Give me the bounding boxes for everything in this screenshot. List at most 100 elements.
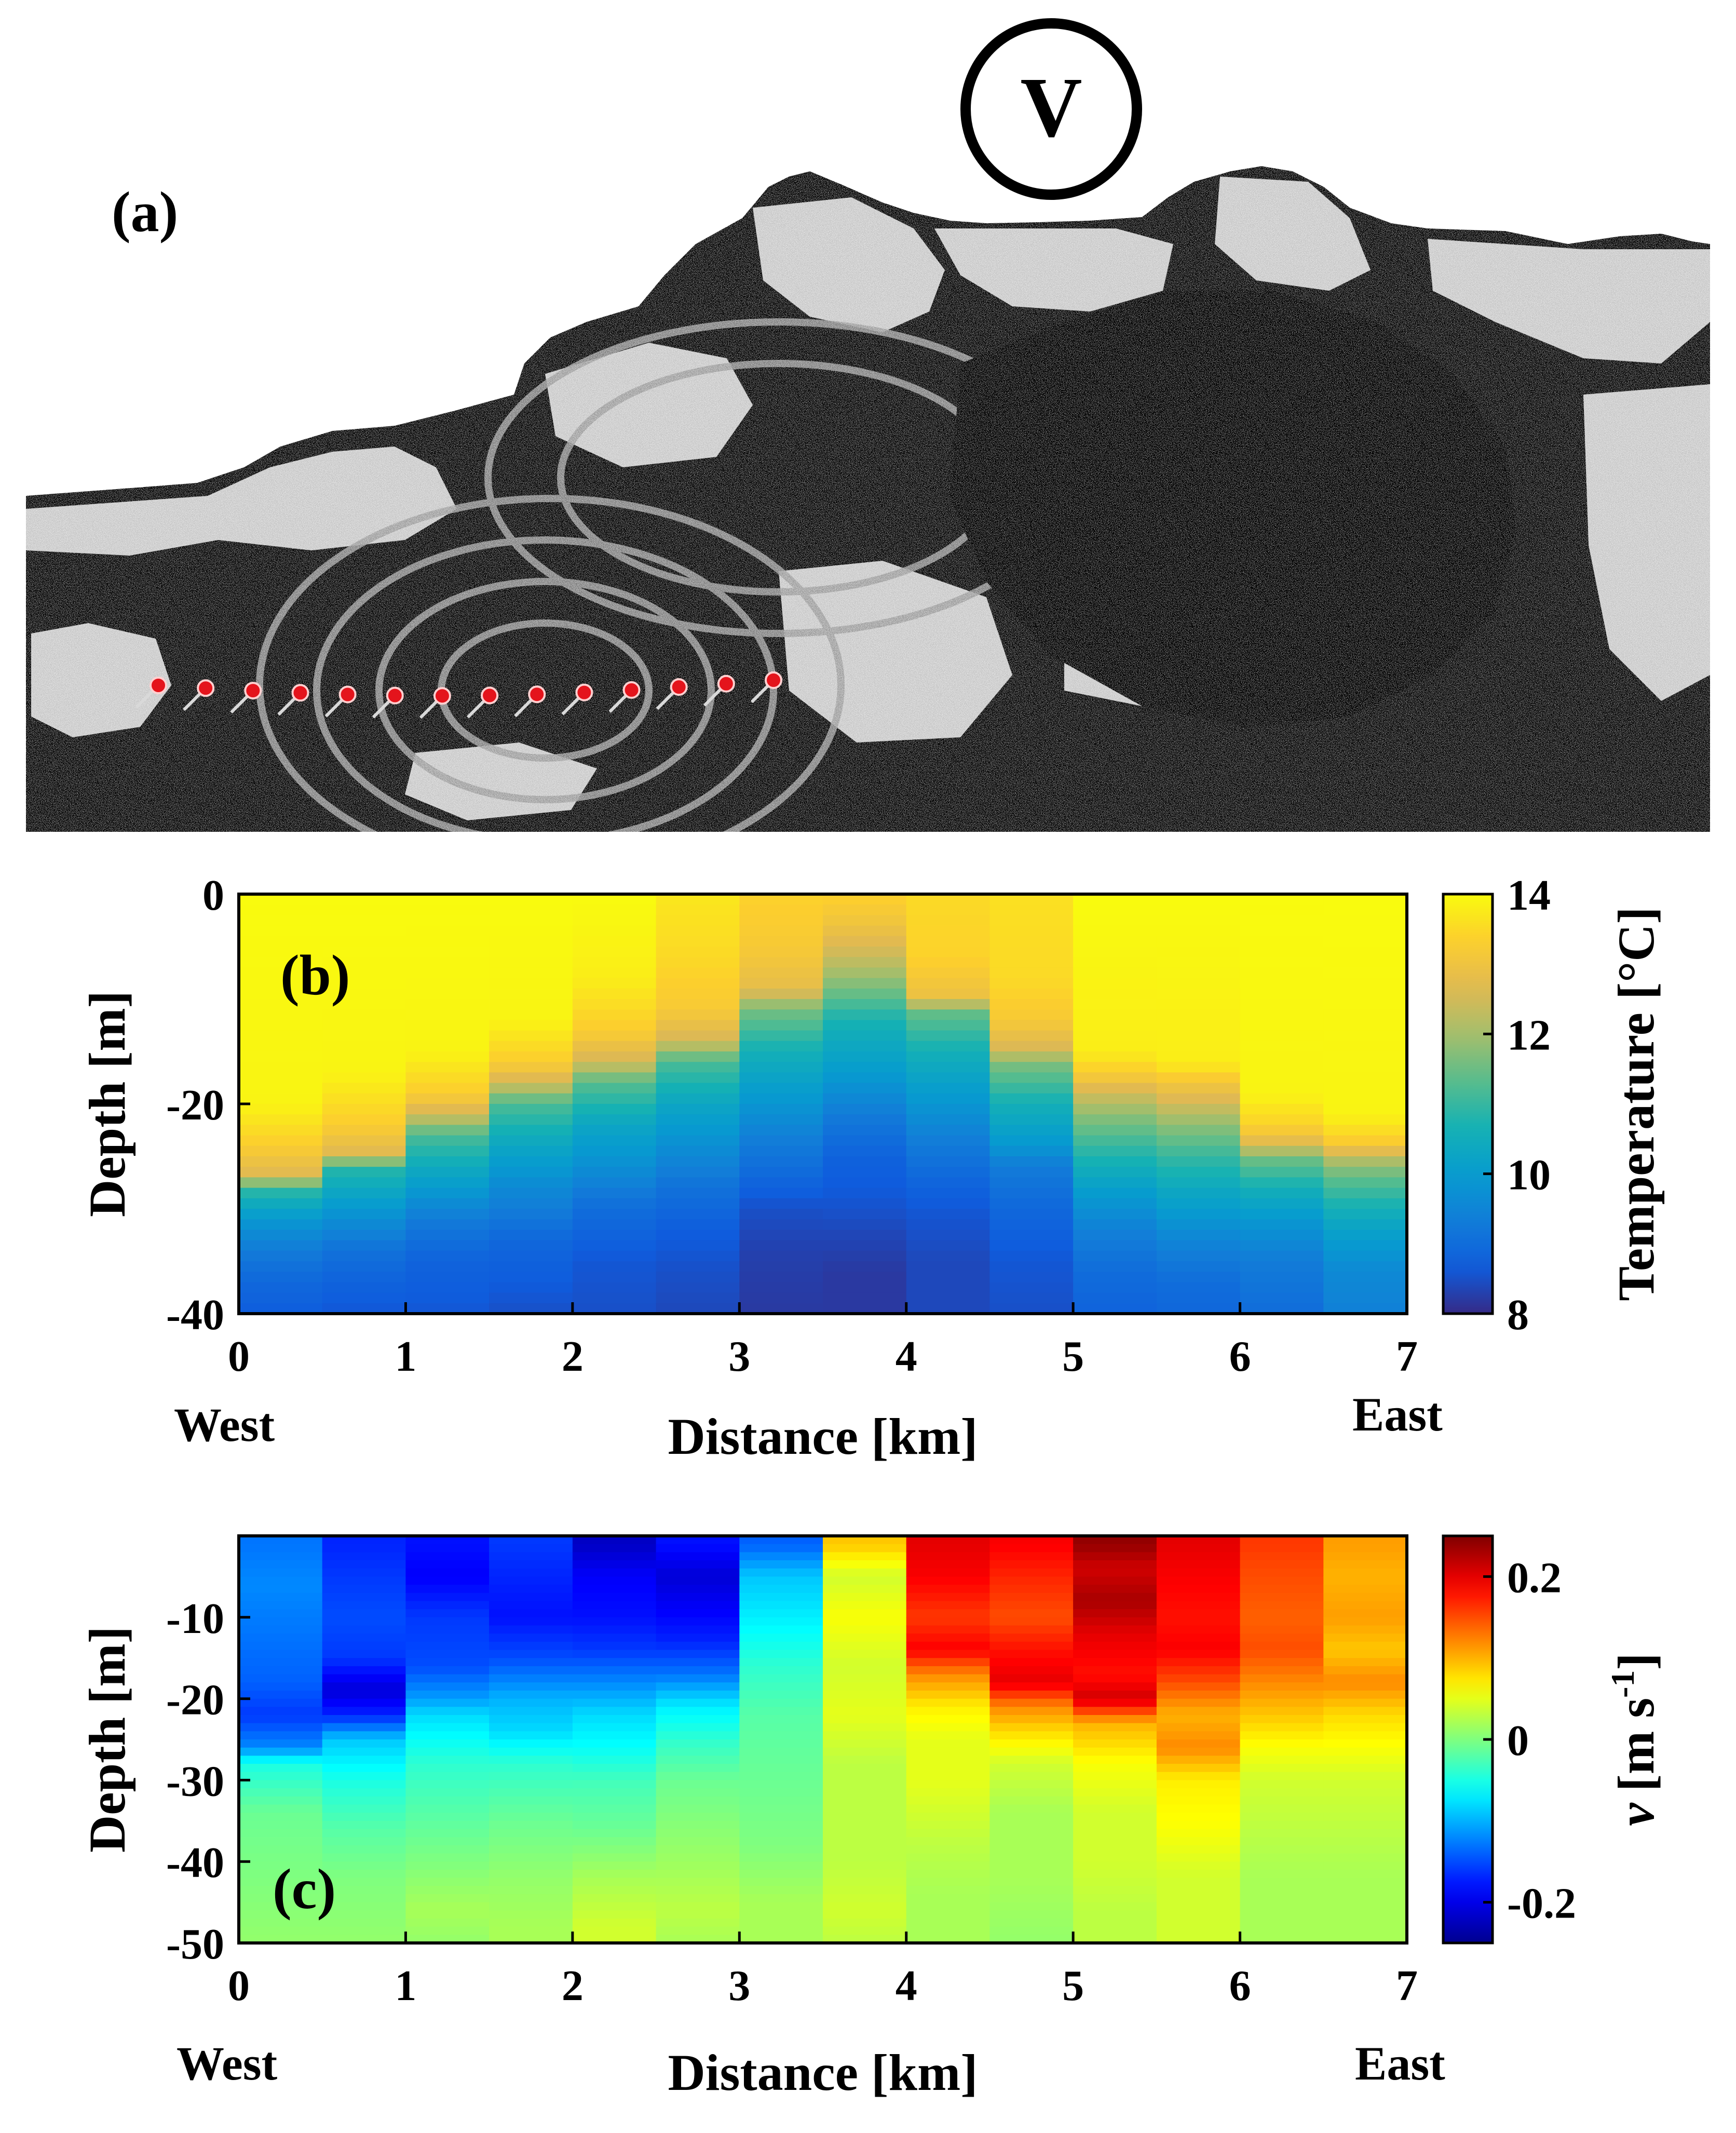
b-cell bbox=[989, 1030, 1074, 1042]
c-cell bbox=[405, 1820, 490, 1830]
v-marker-label: V bbox=[1020, 60, 1082, 155]
c-cell bbox=[322, 1845, 406, 1854]
c-cell bbox=[572, 1902, 657, 1911]
c-cell bbox=[739, 1764, 823, 1773]
sar-speckle bbox=[26, 156, 1710, 832]
b-cell bbox=[1240, 1030, 1324, 1042]
c-cell bbox=[906, 1861, 991, 1870]
b-cell bbox=[322, 1219, 406, 1231]
c-cell bbox=[1156, 1772, 1241, 1781]
b-cell bbox=[489, 936, 573, 947]
b-cell bbox=[572, 1272, 657, 1283]
c-cell bbox=[1323, 1585, 1407, 1594]
b-cell bbox=[489, 915, 573, 926]
c-cell bbox=[239, 1829, 323, 1838]
b-cell bbox=[489, 999, 573, 1010]
c-cell bbox=[656, 1625, 740, 1634]
c-cell bbox=[739, 1625, 823, 1634]
c-cell bbox=[906, 1804, 991, 1813]
c-cell bbox=[1323, 1935, 1407, 1943]
c-cell bbox=[239, 1813, 323, 1821]
b-cell bbox=[405, 1292, 490, 1304]
b-cell bbox=[656, 1030, 740, 1042]
b-cell bbox=[572, 988, 657, 1000]
c-cell bbox=[656, 1813, 740, 1821]
b-cell bbox=[739, 967, 823, 979]
b-cell bbox=[572, 1187, 657, 1199]
c-cell bbox=[322, 1674, 406, 1683]
b-cell bbox=[823, 1051, 907, 1062]
b-cell bbox=[739, 978, 823, 989]
c-cell bbox=[1156, 1674, 1241, 1683]
c-cell bbox=[489, 1731, 573, 1740]
b-cell bbox=[239, 936, 323, 947]
b-cell bbox=[489, 1303, 573, 1314]
b-cell bbox=[1240, 1240, 1324, 1251]
b-cell bbox=[405, 988, 490, 1000]
c-cell bbox=[572, 1837, 657, 1846]
b-cell bbox=[906, 1145, 991, 1157]
b-cell bbox=[322, 1020, 406, 1031]
b-cell bbox=[656, 1020, 740, 1031]
b-cell bbox=[739, 1125, 823, 1136]
b-cell bbox=[906, 905, 991, 916]
c-cell bbox=[1240, 1747, 1324, 1757]
b-cell bbox=[1156, 1051, 1241, 1062]
b-cell bbox=[322, 1303, 406, 1314]
b-cell bbox=[1073, 1114, 1157, 1126]
c-cell bbox=[1323, 1592, 1407, 1602]
c-cell bbox=[1323, 1634, 1407, 1642]
b-cell bbox=[1240, 999, 1324, 1010]
c-cell bbox=[739, 1617, 823, 1626]
c-cell bbox=[1323, 1576, 1407, 1585]
c-cell bbox=[405, 1568, 490, 1577]
c-cell bbox=[656, 1544, 740, 1553]
b-cell bbox=[572, 1292, 657, 1304]
c-cell bbox=[239, 1576, 323, 1585]
b-cell bbox=[823, 1240, 907, 1251]
b-cell bbox=[739, 894, 823, 905]
b-cell bbox=[489, 978, 573, 989]
station-marker bbox=[717, 674, 735, 693]
c-cell bbox=[739, 1723, 823, 1732]
c-cell bbox=[823, 1820, 907, 1830]
c-cell bbox=[906, 1820, 991, 1830]
b-cell bbox=[823, 1093, 907, 1104]
c-cell bbox=[322, 1536, 406, 1545]
c-cell bbox=[739, 1756, 823, 1764]
c-cell bbox=[823, 1690, 907, 1699]
b-cell bbox=[405, 1030, 490, 1042]
b-cell bbox=[1323, 894, 1407, 905]
b-cell bbox=[1156, 1125, 1241, 1136]
b-cell bbox=[989, 988, 1074, 1000]
b-cell bbox=[572, 1114, 657, 1126]
b-cell bbox=[322, 1145, 406, 1157]
c-cell bbox=[989, 1764, 1074, 1773]
b-cell bbox=[1073, 1282, 1157, 1293]
b-cell bbox=[322, 925, 406, 937]
b-cell bbox=[572, 1240, 657, 1251]
b-cell bbox=[239, 1051, 323, 1062]
c-cell bbox=[1240, 1837, 1324, 1846]
c-cell bbox=[1073, 1935, 1157, 1943]
b-cell bbox=[989, 1282, 1074, 1293]
b-cell bbox=[1156, 1062, 1241, 1073]
c-cell bbox=[906, 1650, 991, 1658]
c-cell bbox=[1323, 1739, 1407, 1748]
b-cell bbox=[1156, 894, 1241, 905]
c-cell bbox=[656, 1935, 740, 1943]
b-cell bbox=[739, 1292, 823, 1304]
b-cell bbox=[823, 1303, 907, 1314]
c-y-tick-label: -20 bbox=[166, 1676, 224, 1724]
c-cell bbox=[405, 1804, 490, 1813]
b-cell bbox=[1240, 1125, 1324, 1136]
b-cell bbox=[739, 1093, 823, 1104]
c-cell bbox=[1240, 1804, 1324, 1813]
b-cell bbox=[989, 1072, 1074, 1084]
c-cell bbox=[656, 1617, 740, 1626]
b-cell bbox=[239, 1072, 323, 1084]
c-cell bbox=[239, 1552, 323, 1561]
c-cell bbox=[906, 1560, 991, 1569]
c-cell bbox=[739, 1902, 823, 1911]
b-cell bbox=[1323, 1030, 1407, 1042]
